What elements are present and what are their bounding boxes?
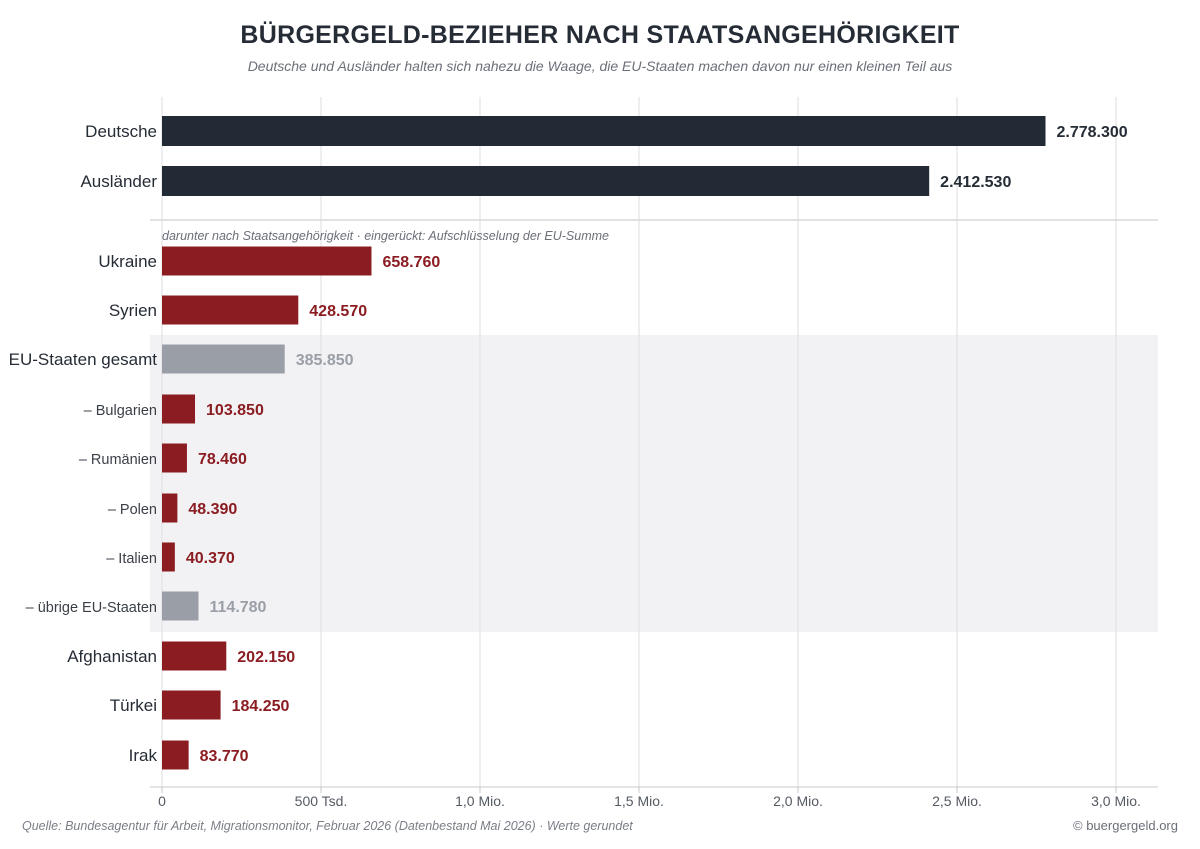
category-label-5: – Bulgarien <box>84 403 157 419</box>
value-label-11: 184.250 <box>232 698 290 715</box>
category-label-6: – Rumänien <box>79 452 157 468</box>
gridlines <box>161 97 1117 787</box>
bar-8 <box>162 542 175 572</box>
value-label-2: 658.760 <box>382 254 440 271</box>
value-label-9: 114.780 <box>210 599 267 616</box>
copyright: © buergergeld.org <box>1073 818 1178 833</box>
value-label-3: 428.570 <box>309 303 367 320</box>
chart-subtitle: Deutsche und Ausländer halten sich nahez… <box>248 58 953 74</box>
bar-7 <box>162 493 178 523</box>
eu-highlight-band <box>150 335 1158 632</box>
bar-3 <box>162 295 299 325</box>
bar-9 <box>162 591 199 621</box>
value-label-7: 48.390 <box>188 501 237 518</box>
bar-6 <box>162 443 187 473</box>
tick-label-2: 1,0 Mio. <box>455 793 505 809</box>
category-label-8: – Italien <box>106 551 157 567</box>
tick-label-1: 500 Tsd. <box>295 793 348 809</box>
x-axis-ticks: 0 500 Tsd. 1,0 Mio. 1,5 Mio. 2,0 Mio. 2,5 Mio… <box>158 787 1141 809</box>
category-label-4: EU-Staaten gesamt <box>9 350 158 369</box>
value-label-1: 2.412.530 <box>940 174 1011 191</box>
source-note: Quelle: Bundesagentur für Arbeit, Migrat… <box>22 819 633 833</box>
bar-12 <box>162 740 189 770</box>
tick-label-5: 2,5 Mio. <box>932 793 982 809</box>
value-label-10: 202.150 <box>237 649 295 666</box>
category-label-0: Deutsche <box>85 122 157 141</box>
category-label-2: Ukraine <box>98 252 157 271</box>
value-label-0: 2.778.300 <box>1056 124 1127 141</box>
value-label-8: 40.370 <box>186 550 235 567</box>
category-label-11: Türkei <box>110 696 157 715</box>
bar-11 <box>162 690 221 720</box>
value-label-4: 385.850 <box>296 352 354 369</box>
breakdown-note: darunter nach Staatsangehörigkeit · eing… <box>162 229 609 243</box>
tick-label-0: 0 <box>158 793 166 809</box>
bar-5 <box>162 394 196 424</box>
chart-title: BÜRGERGELD-BEZIEHER NACH STAATSANGEHÖRIG… <box>240 20 959 49</box>
category-label-9: – übrige EU-Staaten <box>26 600 157 616</box>
tick-label-4: 2,0 Mio. <box>773 793 823 809</box>
bar-0 <box>162 116 1046 146</box>
bar-4 <box>162 344 285 374</box>
value-labels: 2.778.300 2.412.530 658.760 428.570 385.850 1… <box>186 124 1128 765</box>
category-label-10: Afghanistan <box>67 647 157 666</box>
tick-label-6: 3,0 Mio. <box>1091 793 1141 809</box>
category-label-1: Ausländer <box>80 172 157 191</box>
value-label-12: 83.770 <box>200 748 249 765</box>
value-label-6: 78.460 <box>198 451 247 468</box>
category-label-3: Syrien <box>109 301 157 320</box>
bar-1 <box>162 166 930 196</box>
category-label-12: Irak <box>129 746 158 765</box>
bars <box>162 116 1046 770</box>
tick-label-3: 1,5 Mio. <box>614 793 664 809</box>
category-labels: Deutsche Ausländer Ukraine Syrien EU-Staaten… <box>9 122 158 765</box>
bar-10 <box>162 641 227 671</box>
bar-2 <box>162 246 372 276</box>
category-label-7: – Polen <box>108 502 157 518</box>
value-label-5: 103.850 <box>206 402 264 419</box>
